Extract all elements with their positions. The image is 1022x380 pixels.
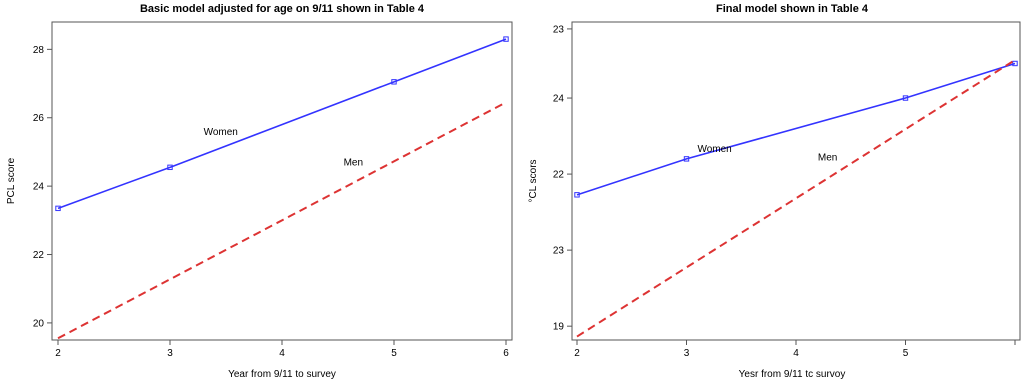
- y-tick-label: 24: [553, 94, 565, 105]
- series-line-men: [57, 101, 507, 340]
- data-point-women: [55, 205, 61, 212]
- chart-title: Final model shown in Table 4: [716, 3, 869, 15]
- series-layer: [574, 59, 1018, 338]
- annotation-layer: Women Men: [204, 127, 363, 169]
- x-tick-label: 5: [391, 348, 397, 359]
- chart-panel-right: Final model shown in Table 4 Yesr from 9…: [528, 3, 1021, 380]
- chart-panel-left: Basic model adjusted for age on 9/11 sho…: [6, 3, 513, 380]
- series-annotation-men: Men: [344, 158, 363, 169]
- x-tick-label: 6: [503, 348, 509, 359]
- y-tick-label: 23: [553, 246, 565, 257]
- x-tick-label: 3: [684, 348, 690, 359]
- x-axis-label: Year from 9/11 to survey: [228, 369, 336, 380]
- data-point-women: [902, 95, 909, 101]
- series-line-women: [57, 38, 507, 210]
- series-line-women: [576, 62, 1016, 196]
- data-point-women: [167, 164, 173, 171]
- x-tick-label: 5: [903, 348, 909, 359]
- y-tick-label: 23: [553, 24, 565, 35]
- y-tick-label: 20: [33, 318, 45, 329]
- x-tick-label: 3: [167, 348, 173, 359]
- y-axis-ticks: 19 23 22 24 23: [553, 24, 572, 333]
- y-tick-label: 22: [553, 170, 565, 181]
- y-tick-label: 22: [33, 250, 45, 261]
- data-point-women: [1012, 60, 1018, 67]
- series-layer: [55, 36, 509, 340]
- y-axis-ticks: 20 22 24 26 28: [33, 45, 52, 329]
- chart-title: Basic model adjusted for age on 9/11 sho…: [140, 3, 425, 15]
- y-tick-label: 24: [33, 182, 45, 193]
- series-annotation-women: Women: [697, 144, 731, 155]
- plot-frame: [571, 21, 1021, 341]
- y-axis-label: °CL scors: [528, 159, 539, 202]
- x-tick-label: 2: [574, 348, 580, 359]
- plot-frame: [51, 21, 513, 341]
- x-tick-label: 4: [793, 348, 799, 359]
- annotation-layer: Women Men: [697, 144, 837, 163]
- x-axis-ticks: 2 3 4 5 6: [55, 340, 509, 359]
- y-tick-label: 28: [33, 45, 45, 56]
- x-axis-label: Yesr from 9/11 tc survoy: [739, 369, 846, 380]
- data-point-women: [391, 79, 397, 85]
- series-annotation-women: Women: [204, 127, 238, 138]
- y-axis-label: PCL score: [6, 157, 17, 204]
- series-line-men: [576, 59, 1016, 338]
- data-point-women: [574, 192, 580, 198]
- data-point-women: [503, 36, 509, 42]
- series-annotation-men: Men: [818, 152, 837, 163]
- x-tick-label: 4: [279, 348, 285, 359]
- data-point-women: [683, 156, 690, 162]
- x-axis-ticks: 2 3 4 5: [574, 340, 1016, 359]
- y-tick-label: 19: [553, 322, 565, 333]
- y-tick-label: 26: [33, 113, 45, 124]
- x-tick-label: 2: [55, 348, 61, 359]
